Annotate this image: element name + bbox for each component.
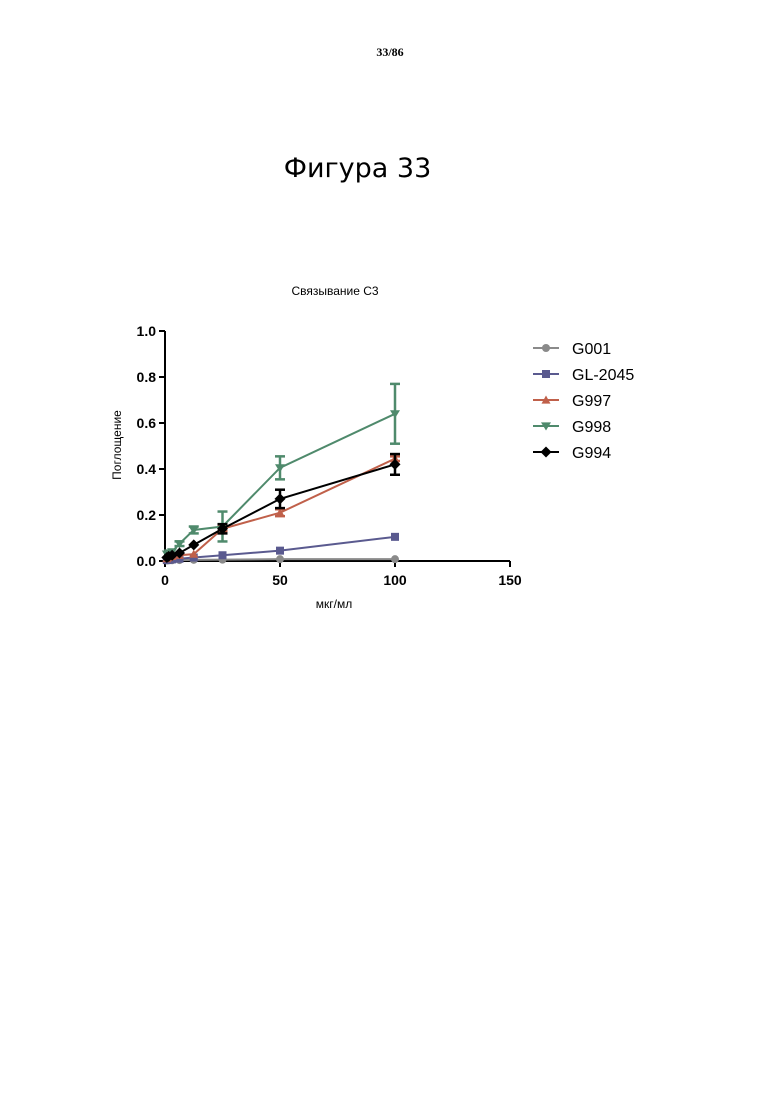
y-tick-label: 0.6 (137, 415, 157, 431)
series-g998 (162, 384, 400, 559)
legend-label: GL-2045 (572, 367, 634, 384)
data-point (390, 410, 400, 418)
y-axis-label: Поглощение (110, 410, 124, 480)
data-point (275, 493, 286, 504)
x-axis-label: мкг/мл (316, 597, 352, 611)
legend-item-gl-2045: GL-2045 (533, 367, 634, 384)
y-tick-label: 1.0 (137, 323, 157, 339)
data-point (219, 551, 227, 559)
legend: G001 GL-2045 G997 G998 G994 (533, 341, 634, 462)
legend-item-g994: G994 (533, 445, 611, 462)
data-point (391, 555, 399, 563)
x-tick-label: 100 (383, 572, 407, 588)
data-point (391, 533, 399, 541)
x-tick-label: 0 (161, 572, 169, 588)
legend-item-g997: G997 (533, 393, 611, 410)
chart-title: Связывание С3 (291, 284, 378, 298)
plot-area (161, 384, 400, 565)
x-tick-label: 50 (272, 572, 288, 588)
legend-label: G001 (572, 341, 611, 358)
y-tick-label: 0.0 (137, 553, 157, 569)
legend-item-g001: G001 (533, 341, 611, 358)
data-point (276, 547, 284, 555)
legend-label: G994 (572, 445, 611, 462)
y-tick-label: 0.4 (137, 461, 157, 477)
legend-label: G997 (572, 393, 611, 410)
data-point (276, 555, 284, 563)
legend-item-g998: G998 (533, 419, 611, 436)
legend-marker (541, 447, 552, 458)
legend-marker (542, 370, 550, 378)
legend-label: G998 (572, 419, 611, 436)
chart: Связывание С3 Поглощение мкг/мл 0.0 0.2 0.… (0, 0, 780, 1103)
y-tick-label: 0.8 (137, 369, 157, 385)
data-point (188, 539, 199, 550)
x-tick-label: 150 (498, 572, 522, 588)
y-tick-label: 0.2 (137, 507, 157, 523)
series-line (167, 414, 395, 554)
legend-marker (542, 344, 550, 352)
